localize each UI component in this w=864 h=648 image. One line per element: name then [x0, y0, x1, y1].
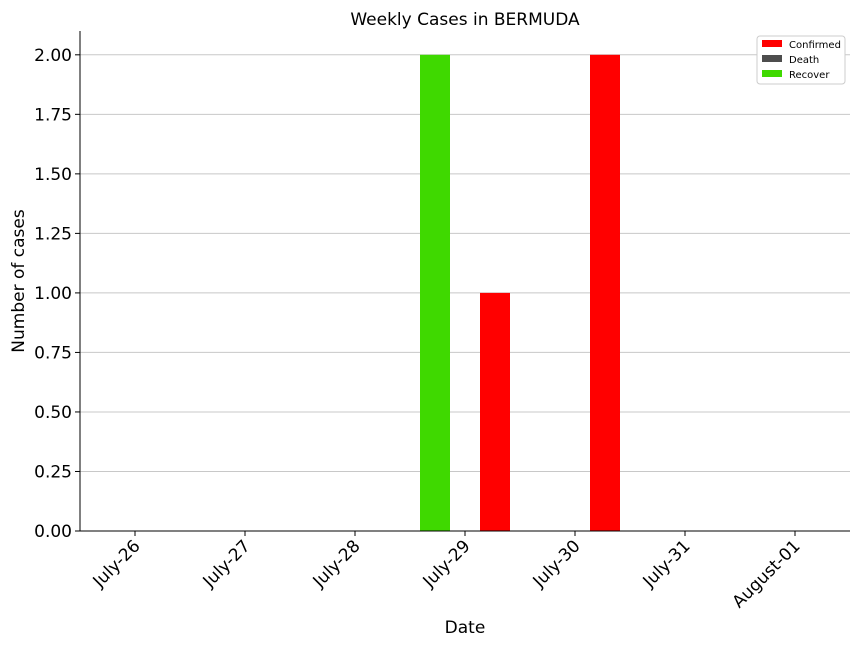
x-ticks: July-26 July-27 July-28 July-29 July-30 July-…: [89, 531, 805, 612]
y-tick-label: 0.50: [34, 403, 72, 423]
x-tick-label: July-31: [639, 536, 695, 592]
x-tick-label: July-27: [199, 536, 255, 592]
x-tick-label: July-26: [89, 536, 145, 592]
y-tick-label: 1.50: [34, 165, 72, 185]
grid-lines: [80, 54, 850, 472]
bars: [420, 54, 620, 532]
y-tick-label: 0.75: [34, 343, 72, 363]
legend-label: Death: [789, 55, 819, 66]
legend-swatch: [762, 55, 782, 62]
bar-confirmed: [480, 292, 510, 531]
legend-swatch: [762, 40, 782, 47]
bar-recover: [420, 54, 450, 532]
legend: Confirmed Death Recover: [756, 35, 846, 85]
y-tick-label: 2.00: [34, 46, 72, 66]
y-tick-label: 1.00: [34, 284, 72, 304]
y-axis-label: Number of cases: [9, 209, 29, 353]
x-axis-label: Date: [445, 618, 486, 638]
y-tick-label: 1.75: [34, 105, 72, 125]
x-tick-label: July-28: [309, 536, 365, 592]
x-tick-label: August-01: [729, 536, 805, 612]
legend-label: Recover: [789, 70, 830, 81]
legend-swatch: [762, 70, 782, 77]
x-tick-label: July-29: [419, 536, 475, 592]
chart-title: Weekly Cases in BERMUDA: [350, 10, 580, 30]
y-tick-label: 0.00: [34, 522, 72, 542]
y-ticks: 0.00 0.25 0.50 0.75 1.00 1.25 1.50 1.75 2.00: [34, 46, 80, 542]
x-tick-label: July-30: [529, 536, 585, 592]
axes: [79, 31, 850, 532]
y-tick-label: 0.25: [34, 462, 72, 482]
y-tick-label: 1.25: [34, 224, 72, 244]
bar-confirmed: [590, 54, 620, 532]
legend-label: Confirmed: [789, 40, 841, 51]
